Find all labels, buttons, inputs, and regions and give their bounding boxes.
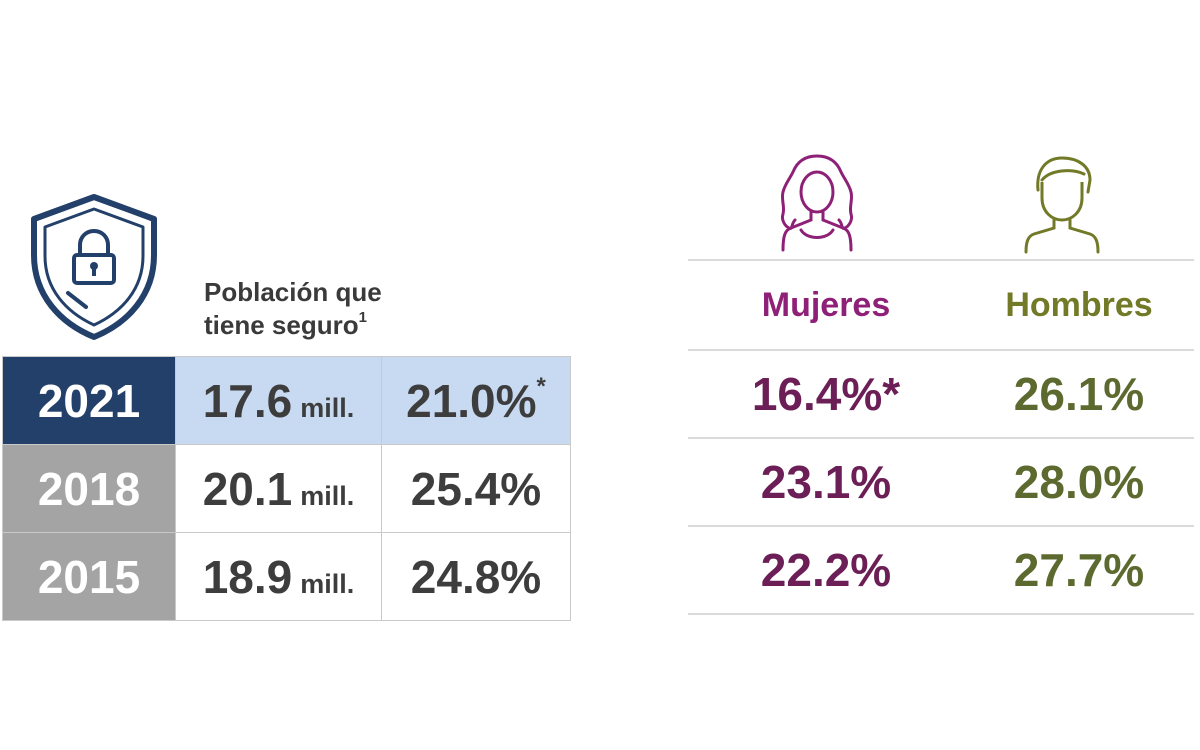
footnote-mark: 1 [358, 309, 367, 327]
significance-mark: * [536, 373, 546, 401]
table-row: 2015 18.9 mill. 24.8% [2, 532, 571, 621]
gender-table: Mujeres Hombres 16.4%* 26.1% 23.1% 28.0%… [688, 259, 1194, 615]
table-row: 2018 20.1 mill. 25.4% [2, 444, 571, 533]
men-label: Hombres [964, 259, 1194, 350]
men-value: 26.1% [964, 349, 1194, 438]
insured-population-table: 2021 17.6 mill. 21.0%* 2018 20.1 mill. 25.… [2, 356, 571, 621]
population-cell: 18.9 mill. [175, 532, 382, 621]
population-cell: 17.6 mill. [175, 356, 382, 445]
shield-lock-icon [31, 194, 157, 340]
table-row: 2021 17.6 mill. 21.0%* [2, 356, 571, 445]
women-label: Mujeres [688, 259, 964, 350]
table-row: 16.4%* 26.1% [688, 349, 1194, 438]
percent-cell: 21.0%* [381, 356, 571, 445]
year-cell: 2021 [2, 356, 176, 445]
percent-cell: 25.4% [381, 444, 571, 533]
year-cell: 2015 [2, 532, 176, 621]
women-value: 23.1% [688, 437, 964, 526]
year-cell: 2018 [2, 444, 176, 533]
women-value: 22.2% [688, 525, 964, 615]
gender-header-row: Mujeres Hombres [688, 259, 1194, 350]
men-value: 27.7% [964, 525, 1194, 615]
men-value: 28.0% [964, 437, 1194, 526]
man-icon [1024, 156, 1100, 254]
heading-line-2: tiene seguro1 [204, 309, 367, 340]
population-cell: 20.1 mill. [175, 444, 382, 533]
woman-icon [780, 154, 854, 252]
population-unit: mill. [300, 392, 355, 423]
population-heading: Población que tiene seguro1 [204, 276, 544, 342]
population-unit: mill. [300, 480, 355, 511]
heading-line-1: Población que [204, 277, 382, 307]
percent-cell: 24.8% [381, 532, 571, 621]
table-row: 22.2% 27.7% [688, 525, 1194, 615]
table-row: 23.1% 28.0% [688, 437, 1194, 526]
population-unit: mill. [300, 568, 355, 599]
women-value: 16.4%* [688, 349, 964, 438]
